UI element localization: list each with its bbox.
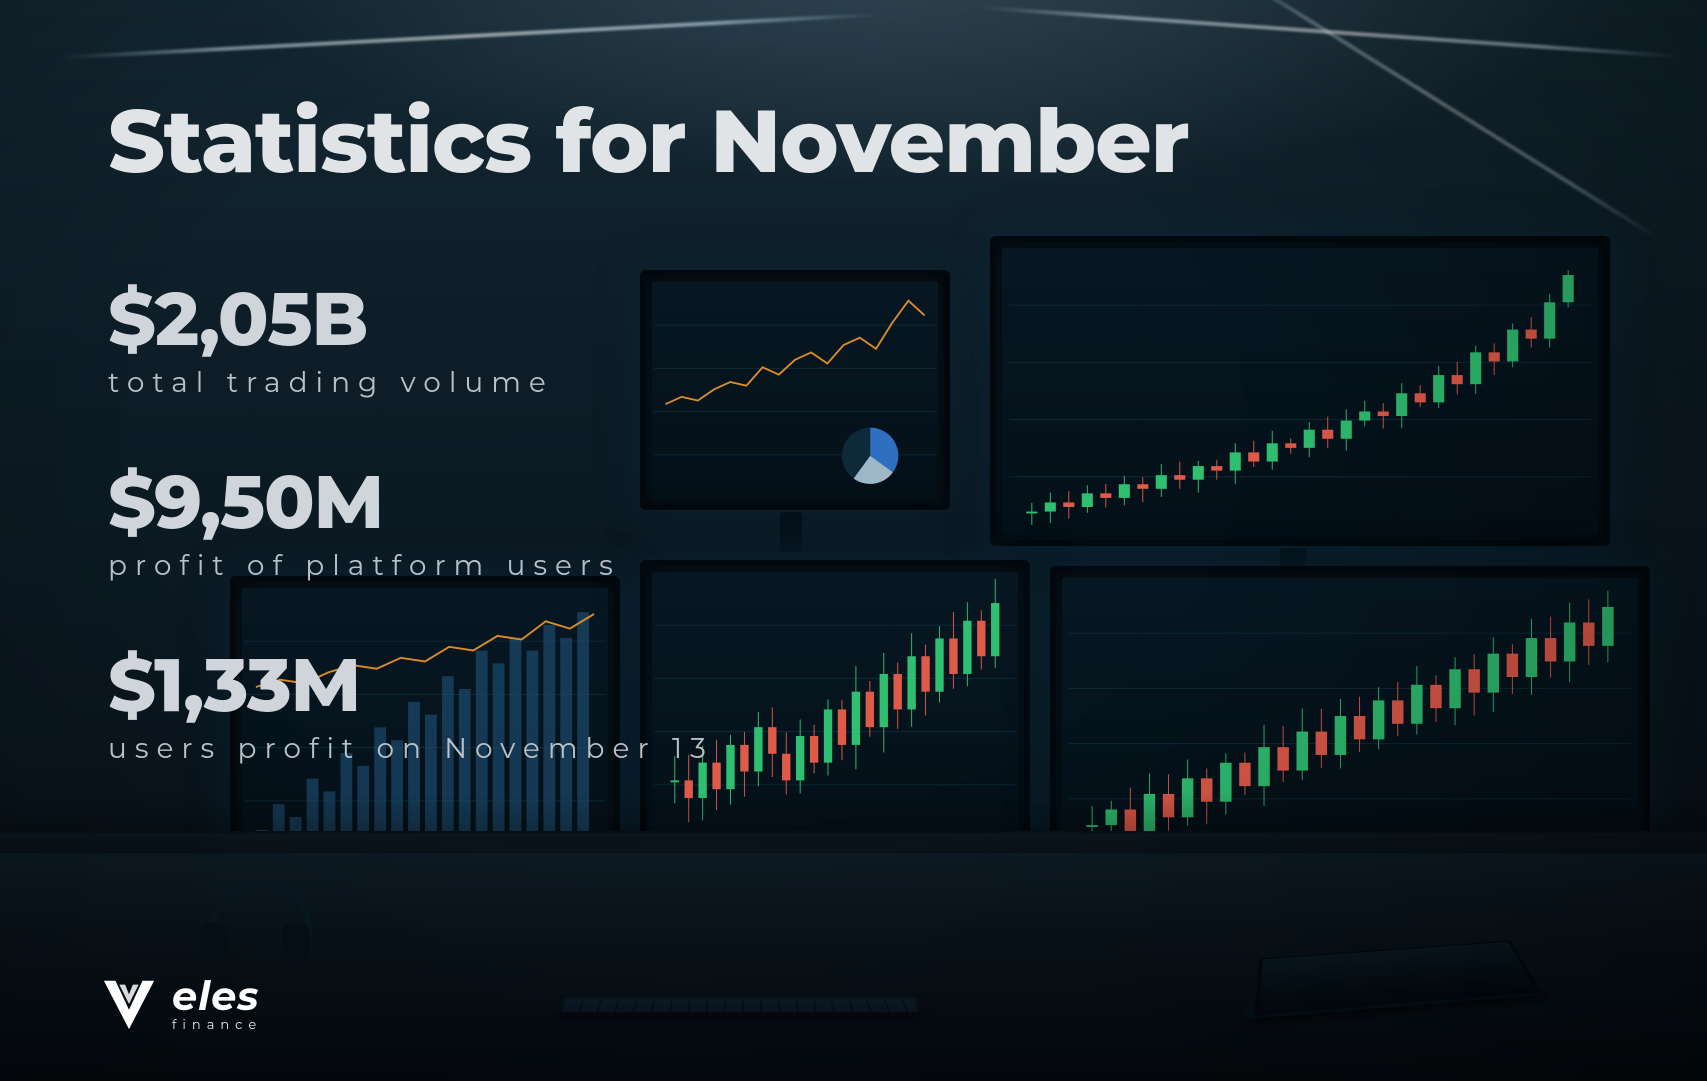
stat-label: users profit on November 13 — [108, 732, 1707, 766]
page-title: Statistics for November — [108, 88, 1707, 195]
stat-label: profit of platform users — [108, 549, 1707, 583]
stat-trading-volume: $2,05B total trading volume — [108, 273, 1707, 400]
stat-value: $1,33M — [108, 639, 1707, 730]
logo-wordmark: eles finance — [172, 977, 262, 1032]
logo-text: eles — [172, 977, 262, 1017]
stat-platform-profit: $9,50M profit of platform users — [108, 456, 1707, 583]
brand-logo: eles finance — [100, 975, 262, 1033]
stat-label: total trading volume — [108, 366, 1707, 400]
content-layer: Statistics for November $2,05B total tra… — [0, 0, 1707, 1081]
logo-subtext: finance — [172, 1019, 262, 1032]
stat-daily-profit: $1,33M users profit on November 13 — [108, 639, 1707, 766]
stats-list: $2,05B total trading volume $9,50M profi… — [108, 273, 1707, 766]
stat-value: $9,50M — [108, 456, 1707, 547]
logo-mark-icon — [100, 975, 158, 1033]
stat-value: $2,05B — [108, 273, 1707, 364]
